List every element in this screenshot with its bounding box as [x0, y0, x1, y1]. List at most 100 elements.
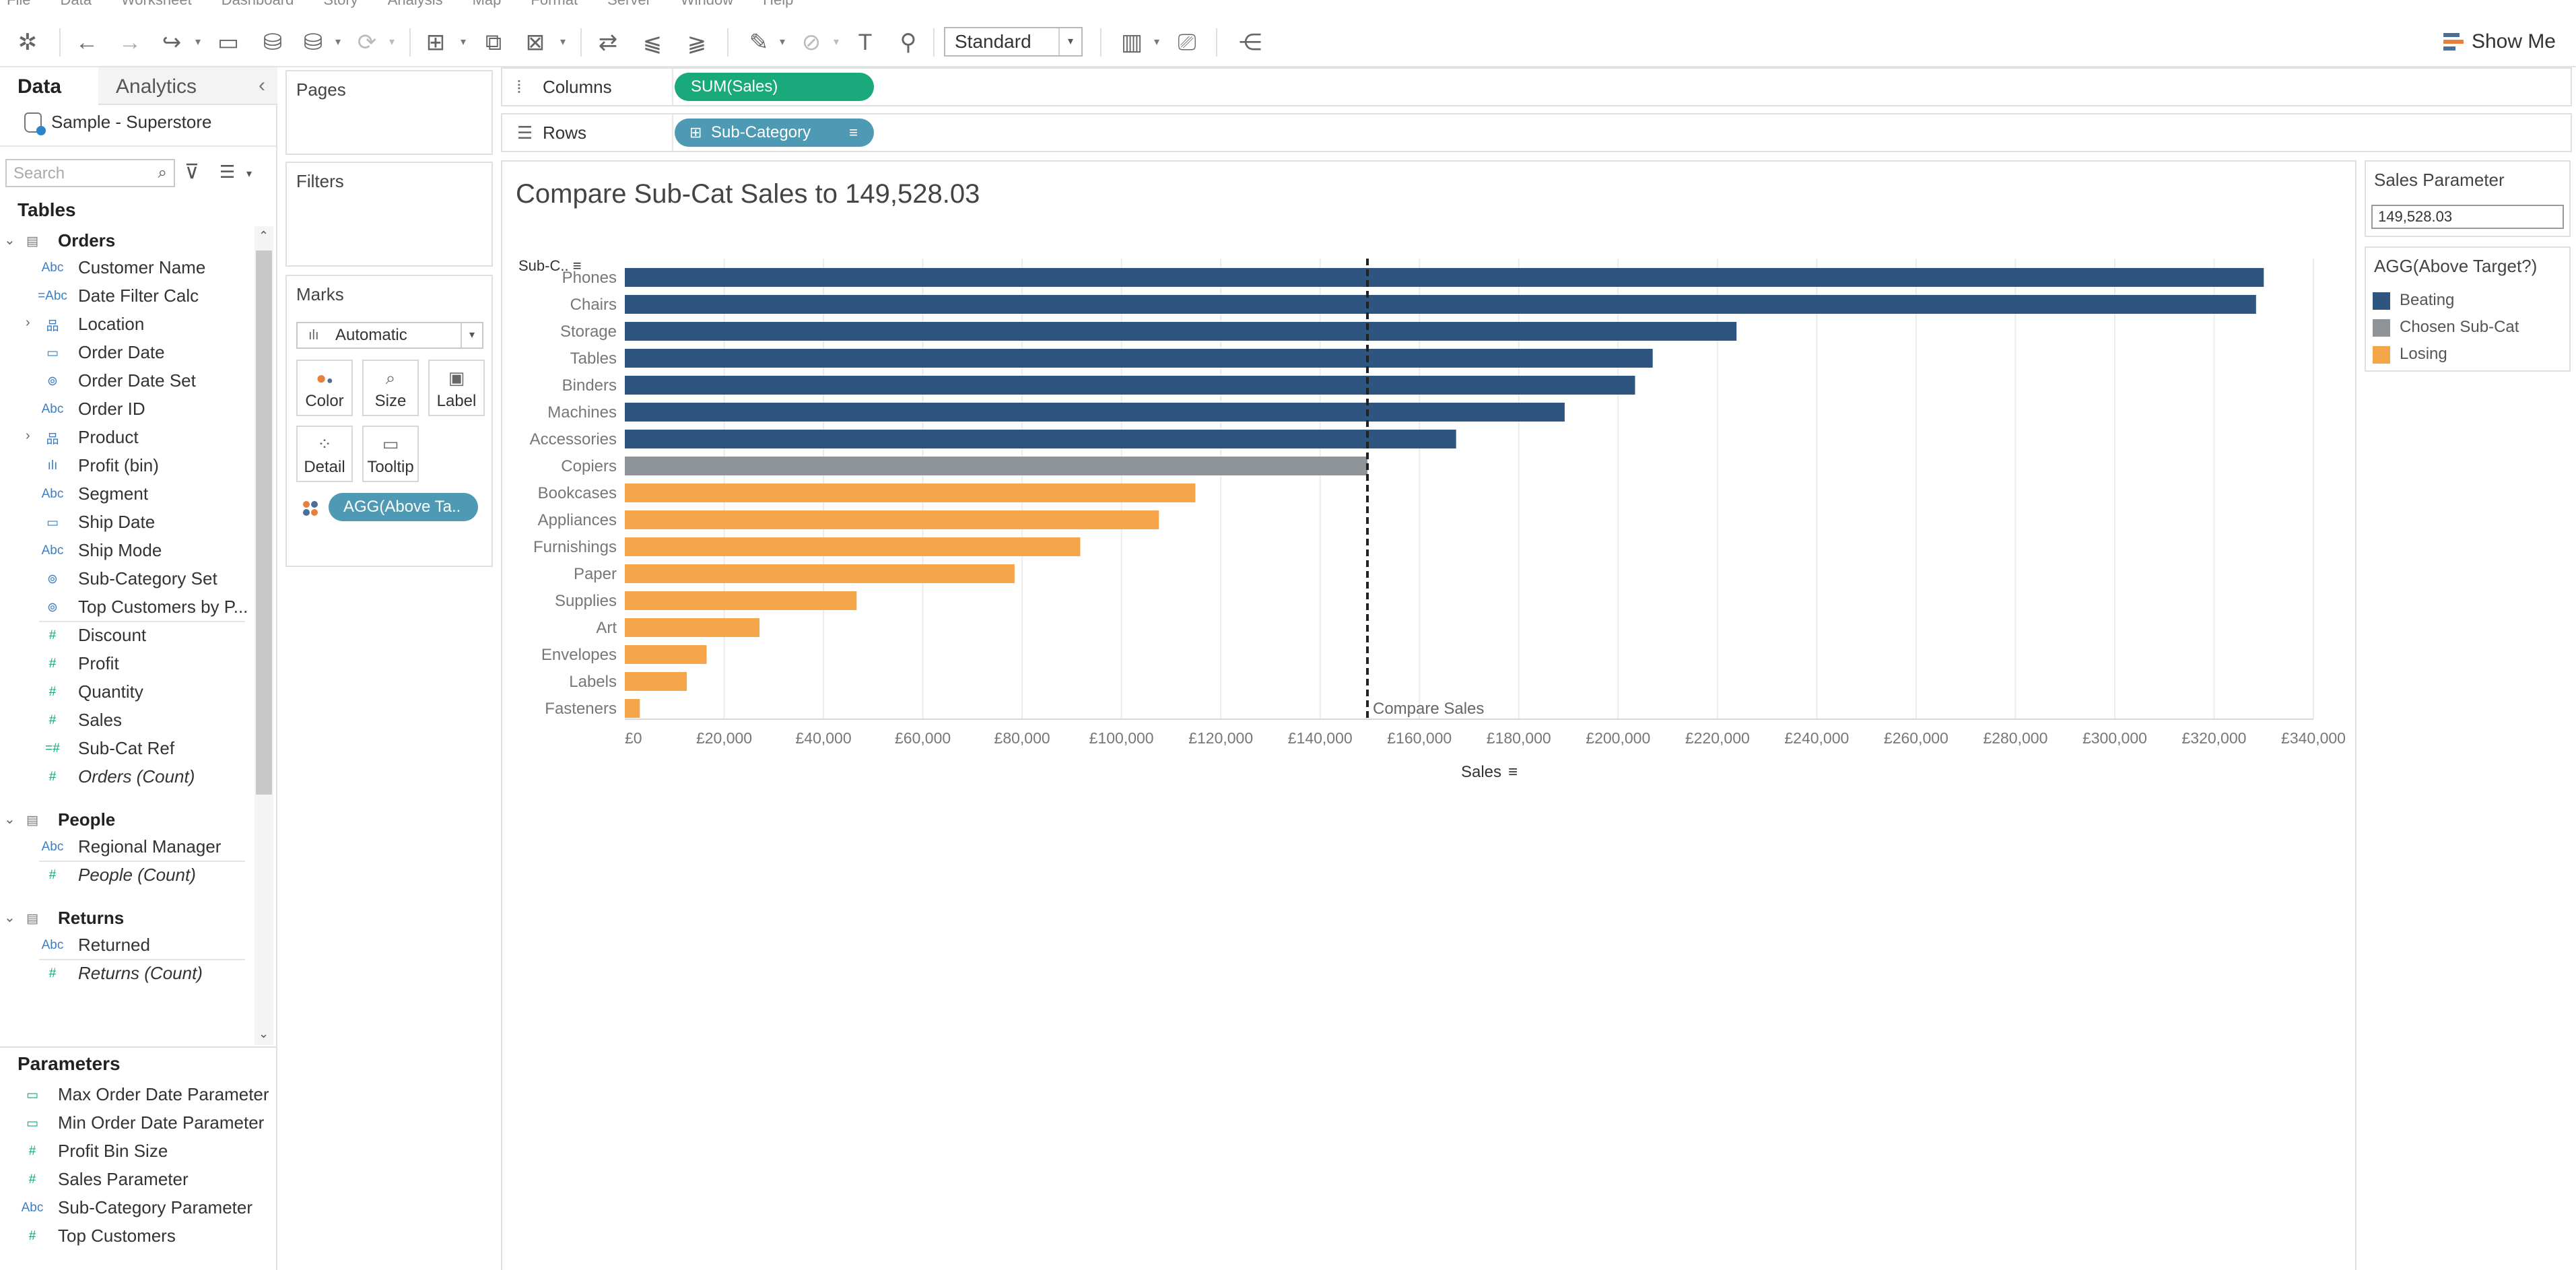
datasource-menu-icon[interactable]: ⛁	[303, 30, 323, 55]
x-axis-title[interactable]: Sales ≡	[1461, 763, 1518, 781]
parameter-item[interactable]: # Profit Bin Size	[0, 1138, 276, 1165]
category-label[interactable]: Tables	[570, 349, 617, 368]
field-item[interactable]: # Discount	[0, 622, 255, 649]
field-item[interactable]: Abc Regional Manager	[0, 834, 255, 861]
duplicate-sheet-icon[interactable]: ⧉	[485, 29, 502, 55]
field-item[interactable]: =# Sub-Cat Ref	[0, 735, 255, 762]
category-label[interactable]: Accessories	[530, 430, 617, 448]
table-row[interactable]: ⌄ ▤ Returns	[0, 905, 255, 932]
filters-card[interactable]: Filters	[285, 162, 493, 267]
share-icon[interactable]: ⋲	[1239, 30, 1262, 55]
category-label[interactable]: Copiers	[561, 457, 617, 475]
category-label[interactable]: Furnishings	[533, 538, 617, 556]
field-list-scrollbar[interactable]: ⌃ ⌄	[255, 226, 273, 1045]
search-input[interactable]: Search ⌕	[5, 159, 175, 187]
show-cards-caret-icon[interactable]: ▾	[1153, 36, 1160, 48]
save-icon[interactable]: ▭	[217, 30, 240, 55]
field-item[interactable]: Abc Ship Mode	[0, 537, 255, 564]
field-item[interactable]: Abc Segment	[0, 481, 255, 508]
color-button[interactable]: ●● Color	[296, 360, 353, 416]
clear-caret-icon[interactable]: ▾	[560, 36, 566, 48]
fit-select[interactable]: Standard ▾	[944, 27, 1083, 57]
field-item[interactable]: ⊚ Sub-Category Set	[0, 566, 255, 593]
field-item[interactable]: # People (Count)	[0, 862, 255, 889]
replay-caret-icon[interactable]: ▾	[195, 36, 201, 48]
bar[interactable]	[625, 457, 1367, 475]
field-item[interactable]: Abc Order ID	[0, 396, 255, 423]
field-item[interactable]: Abc Returned	[0, 932, 255, 959]
tab-analytics[interactable]: Analytics	[116, 75, 197, 98]
menu-item[interactable]: Data	[60, 0, 91, 9]
scroll-down-icon[interactable]: ⌄	[259, 1027, 269, 1040]
bar[interactable]	[625, 322, 1737, 341]
show-mark-labels-icon[interactable]: T	[858, 29, 873, 55]
highlight-caret-icon[interactable]: ▾	[779, 36, 786, 48]
detail-button[interactable]: ⁘ Detail	[296, 426, 353, 482]
swap-rows-columns-icon[interactable]: ⇄	[598, 30, 618, 55]
category-label[interactable]: Chairs	[570, 296, 617, 314]
category-label[interactable]: Envelopes	[541, 646, 617, 664]
highlight-icon[interactable]: ✎	[749, 30, 769, 55]
field-item[interactable]: ⊚ Top Customers by P...	[0, 594, 255, 621]
category-label[interactable]: Binders	[562, 376, 617, 395]
category-label[interactable]: Bookcases	[538, 484, 617, 502]
field-item[interactable]: # Returns (Count)	[0, 960, 255, 987]
row-header-label[interactable]: Sub-C.. ≡	[518, 257, 582, 274]
menu-item[interactable]: Format	[531, 0, 578, 9]
replay-icon[interactable]: ↪	[162, 30, 182, 55]
field-item[interactable]: # Quantity	[0, 679, 255, 706]
menu-item[interactable]: Server	[607, 0, 651, 9]
bar[interactable]	[625, 403, 1565, 422]
table-row[interactable]: ⌄ ▤ Orders	[0, 228, 255, 255]
bar[interactable]	[625, 672, 687, 691]
field-item[interactable]: ⊚ Order Date Set	[0, 368, 255, 395]
color-field-pill[interactable]: AGG(Above Ta..	[329, 493, 478, 521]
columns-shelf[interactable]: ⦙ Columns SUM(Sales)	[501, 67, 2572, 106]
tableau-logo-icon[interactable]: ✲	[18, 30, 38, 55]
category-label[interactable]: Supplies	[555, 592, 617, 610]
view-caret-icon[interactable]: ▾	[246, 168, 252, 180]
menu-item[interactable]: File	[7, 0, 30, 9]
bar[interactable]	[625, 537, 1081, 556]
menu-item[interactable]: Map	[473, 0, 502, 9]
scrollbar-thumb[interactable]	[256, 250, 272, 795]
new-worksheet-icon[interactable]: ⊞	[426, 30, 446, 55]
sub-category-pill[interactable]: ⊞ Sub-Category ≡	[675, 119, 874, 147]
bar[interactable]	[625, 510, 1159, 529]
refresh-caret-icon[interactable]: ▾	[388, 36, 395, 48]
undo-icon[interactable]: ←	[75, 29, 98, 55]
pages-card[interactable]: Pages	[285, 70, 493, 155]
chevron-right-icon[interactable]: ›	[26, 315, 30, 330]
field-item[interactable]: =Abc Date Filter Calc	[0, 283, 255, 310]
mark-type-select[interactable]: ılı Automatic ▾	[296, 322, 483, 349]
category-label[interactable]: Labels	[569, 673, 617, 691]
datasource-item[interactable]: Sample - Superstore	[24, 112, 211, 135]
bar[interactable]	[625, 430, 1456, 448]
category-label[interactable]: Paper	[574, 565, 617, 583]
category-label[interactable]: Storage	[560, 323, 617, 341]
new-worksheet-caret-icon[interactable]: ▾	[460, 36, 467, 48]
size-button[interactable]: ⌕ Size	[362, 360, 419, 416]
category-label[interactable]: Phones	[562, 269, 617, 287]
group-members-icon[interactable]: ⊘	[801, 30, 821, 55]
category-label[interactable]: Machines	[547, 403, 617, 422]
field-item[interactable]: › 品 Product	[0, 424, 255, 451]
parameter-item[interactable]: ▭ Max Order Date Parameter	[0, 1081, 276, 1108]
presentation-mode-icon[interactable]: ⎚	[1178, 29, 1196, 55]
bar[interactable]	[625, 483, 1196, 502]
bar[interactable]	[625, 645, 707, 664]
rows-shelf[interactable]: ☰ Rows ⊞ Sub-Category ≡	[501, 113, 2572, 152]
bar[interactable]	[625, 618, 760, 637]
sort-icon[interactable]: ≡	[1508, 763, 1518, 781]
bar[interactable]	[625, 699, 640, 718]
label-button[interactable]: ▣ Label	[428, 360, 485, 416]
sum-sales-pill[interactable]: SUM(Sales)	[675, 73, 874, 101]
sort-descending-icon[interactable]: ⫺	[687, 30, 707, 55]
menu-item[interactable]: Worksheet	[121, 0, 192, 9]
field-item[interactable]: ▭ Order Date	[0, 339, 255, 366]
datasource-caret-icon[interactable]: ▾	[335, 36, 341, 48]
tooltip-button[interactable]: ▭ Tooltip	[362, 426, 419, 482]
menu-item[interactable]: Window	[681, 0, 733, 9]
category-label[interactable]: Fasteners	[545, 700, 617, 718]
sort-ascending-icon[interactable]: ⫹	[642, 30, 663, 55]
